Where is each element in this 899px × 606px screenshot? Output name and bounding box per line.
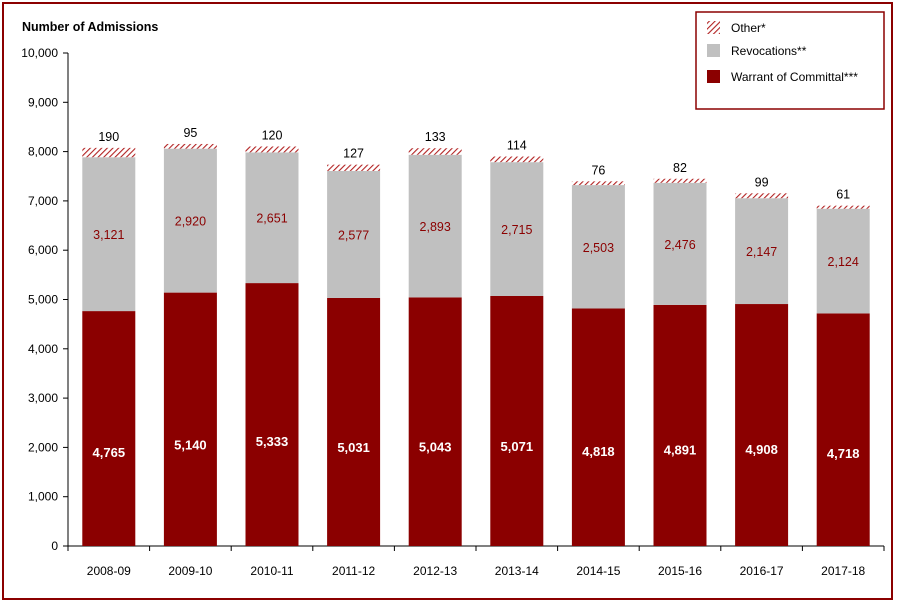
data-label-revocations: 3,121 <box>93 228 124 242</box>
data-label-revocations: 2,715 <box>501 223 532 237</box>
y-tick-label: 3,000 <box>28 391 58 405</box>
data-label-other: 82 <box>673 161 687 175</box>
bar-segment-warrant-of-committal <box>816 313 870 546</box>
data-label-other: 133 <box>425 130 446 144</box>
bar-segment-warrant-of-committal <box>571 308 625 546</box>
x-tick-label: 2009-10 <box>168 564 212 578</box>
bar-segment-warrant-of-committal <box>490 295 544 546</box>
bar-segment-other <box>490 156 544 163</box>
data-labels: 4,765 3,121 190 5,140 2,920 95 5,333 2,651 120 5,… <box>93 126 860 461</box>
data-label-warrant-of-committal: 4,818 <box>582 444 615 459</box>
legend-label-other: Other* <box>731 21 766 35</box>
x-tick-label: 2011-12 <box>332 564 375 578</box>
data-label-revocations: 2,476 <box>664 238 695 252</box>
bar-segment-revocations <box>571 185 625 309</box>
bars <box>82 143 870 546</box>
bar-segment-revocations <box>82 157 136 312</box>
bar-segment-other <box>571 181 625 186</box>
bar-segment-other <box>735 193 789 199</box>
data-label-warrant-of-committal: 5,071 <box>501 439 534 454</box>
bar-segment-revocations <box>327 170 381 298</box>
bar-segment-revocations <box>490 162 544 296</box>
x-tick-label: 2010-11 <box>250 564 293 578</box>
data-label-revocations: 2,577 <box>338 228 369 242</box>
bar-segment-warrant-of-committal <box>327 297 381 546</box>
bar-segment-other <box>816 205 870 209</box>
data-label-revocations: 2,920 <box>175 215 206 229</box>
bar-segment-warrant-of-committal <box>735 304 789 546</box>
data-label-revocations: 2,147 <box>746 245 777 259</box>
data-label-other: 95 <box>183 126 197 140</box>
x-tick-label: 2016-17 <box>740 564 784 578</box>
data-label-warrant-of-committal: 4,891 <box>664 443 697 458</box>
x-tick-label: 2014-15 <box>576 564 620 578</box>
bar-segment-revocations <box>653 182 707 305</box>
bar-segment-warrant-of-committal <box>163 292 217 546</box>
data-label-warrant-of-committal: 4,718 <box>827 446 860 461</box>
data-label-warrant-of-committal: 5,043 <box>419 440 452 455</box>
y-tick-label: 6,000 <box>28 243 58 257</box>
y-tick-label: 2,000 <box>28 440 58 454</box>
y-tick-label: 8,000 <box>28 145 58 159</box>
y-tick-label: 5,000 <box>28 293 58 307</box>
bar-segment-other <box>408 148 462 155</box>
data-label-revocations: 2,651 <box>256 212 287 226</box>
data-label-warrant-of-committal: 4,765 <box>93 445 126 460</box>
legend-swatch-other <box>707 21 720 34</box>
x-tick-label: 2012-13 <box>413 564 457 578</box>
bar-segment-warrant-of-committal <box>653 304 707 546</box>
y-tick-label: 4,000 <box>28 342 58 356</box>
y-tick-label: 0 <box>51 539 58 553</box>
data-label-other: 120 <box>262 128 283 142</box>
y-axis-title: Number of Admissions <box>22 20 158 34</box>
y-tick-label: 10,000 <box>21 46 58 60</box>
bar-segment-warrant-of-committal <box>408 297 462 546</box>
data-label-warrant-of-committal: 5,031 <box>337 440 370 455</box>
legend-label-warrant-of-committal: Warrant of Committal*** <box>731 70 858 84</box>
bar-segment-other <box>82 147 136 158</box>
bar-segment-revocations <box>735 198 789 305</box>
x-tick-label: 2015-16 <box>658 564 702 578</box>
data-label-revocations: 2,893 <box>420 220 451 234</box>
x-tick-label: 2008-09 <box>87 564 131 578</box>
data-label-other: 190 <box>98 130 119 144</box>
legend-swatch-revocations <box>707 44 720 57</box>
x-tick-label: 2017-18 <box>821 564 865 578</box>
y-tick-label: 7,000 <box>28 194 58 208</box>
bar-segment-other <box>327 164 381 171</box>
data-label-other: 127 <box>343 147 364 161</box>
bar-segment-other <box>163 143 217 149</box>
bar-segment-other <box>245 146 299 153</box>
data-label-revocations: 2,503 <box>583 241 614 255</box>
bar-segment-revocations <box>408 154 462 298</box>
data-label-warrant-of-committal: 5,333 <box>256 434 289 449</box>
legend-label-revocations: Revocations** <box>731 44 807 58</box>
bar-segment-revocations <box>245 152 299 284</box>
data-label-revocations: 2,124 <box>828 255 859 269</box>
data-label-other: 114 <box>507 139 527 153</box>
y-tick-label: 1,000 <box>28 490 58 504</box>
data-label-other: 76 <box>591 163 605 177</box>
data-label-warrant-of-committal: 5,140 <box>174 438 207 453</box>
legend-swatch-warrant-of-committal <box>707 70 720 83</box>
bar-segment-warrant-of-committal <box>245 283 299 546</box>
data-label-other: 99 <box>755 175 769 189</box>
bar-segment-warrant-of-committal <box>82 311 136 546</box>
bar-segment-revocations <box>163 148 217 293</box>
legend-box <box>695 11 885 110</box>
data-label-warrant-of-committal: 4,908 <box>745 442 778 457</box>
legend: Other* Revocations** Warrant of Committa… <box>695 11 885 110</box>
bar-segment-revocations <box>816 208 870 314</box>
y-tick-label: 9,000 <box>28 95 58 109</box>
bar-segment-other <box>653 178 707 183</box>
data-label-other: 61 <box>836 188 850 202</box>
x-tick-label: 2013-14 <box>495 564 539 578</box>
